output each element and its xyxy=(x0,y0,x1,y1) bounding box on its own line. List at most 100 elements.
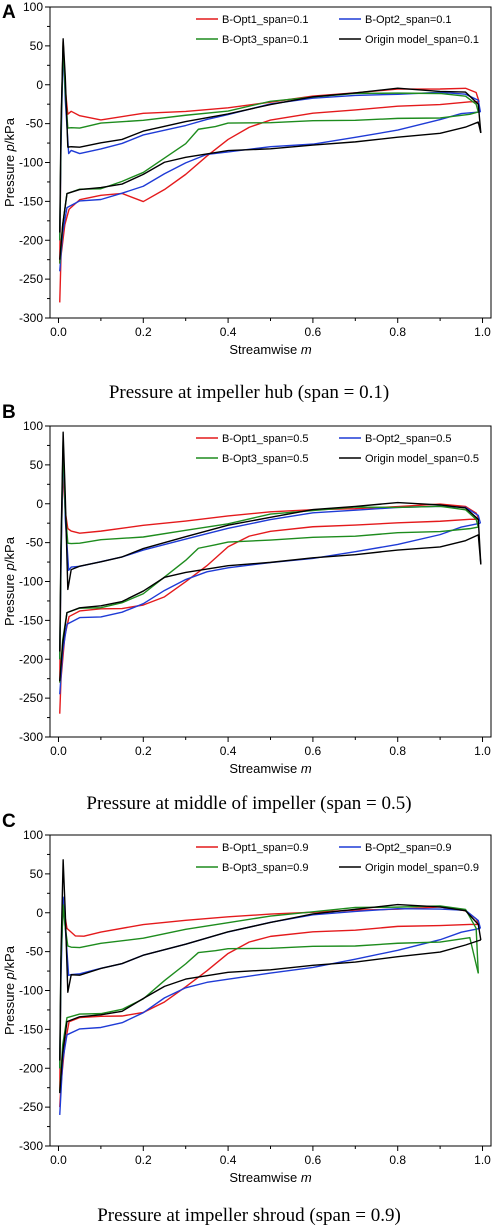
series-line-3-lower xyxy=(59,936,479,1092)
legend-entry: Origin model_span=0.1 xyxy=(365,34,479,46)
x-tick-label: 0.0 xyxy=(50,744,67,758)
panel-label: B xyxy=(2,402,16,423)
legend-entry: B-Opt1_span=0.1 xyxy=(222,14,309,26)
y-tick-label: 100 xyxy=(23,828,43,842)
y-axis-title: Pressure p/kPa xyxy=(2,117,17,207)
x-tick-label: 0.6 xyxy=(305,325,322,339)
x-tick-label: 0.8 xyxy=(389,744,406,758)
y-tick-label: -50 xyxy=(26,536,44,550)
y-tick-label: -250 xyxy=(19,691,43,705)
y-tick-label: -50 xyxy=(26,945,44,959)
x-tick-label: 0.0 xyxy=(50,325,67,339)
y-tick-label: -150 xyxy=(19,1022,43,1036)
panel-caption: Pressure at impeller hub (span = 0.1) xyxy=(109,382,389,403)
chart-panel-c: C 0.0 0.2 0.4 0.6 0.8 1.0 -300 -250 -200 -150 -100 -… xyxy=(2,811,492,1226)
legend-entry: Origin model_span=0.5 xyxy=(365,453,479,465)
legend-entry: B-Opt1_span=0.5 xyxy=(222,433,309,445)
x-axis-title-var: m xyxy=(301,1170,312,1185)
series-line-2-lower xyxy=(59,927,481,1115)
series-line-4-lower xyxy=(59,121,482,260)
x-axis-title-var: m xyxy=(301,761,312,776)
legend-entry: B-Opt2_span=0.9 xyxy=(365,842,452,854)
plot-frame xyxy=(49,6,492,319)
y-tick-label: -100 xyxy=(19,575,43,589)
chart-panel-a: A 0.0 0.2 0.4 0.6 0.8 1.0 -300 -250 -200 -150 -100 -… xyxy=(2,0,492,403)
x-tick-label: 0.8 xyxy=(389,325,406,339)
y-tick-label: 0 xyxy=(36,497,43,511)
series-group xyxy=(59,38,482,303)
series-group xyxy=(59,859,482,1115)
series-line-4-lower xyxy=(59,534,482,682)
y-tick-label: 50 xyxy=(30,867,44,881)
x-tick-label: 0.2 xyxy=(135,744,152,758)
series-line-1-lower xyxy=(59,518,480,714)
series-line-4-upper xyxy=(59,431,482,652)
x-axis-title-var: m xyxy=(301,342,312,357)
y-tick-label: -200 xyxy=(19,1061,43,1075)
series-line-4-upper xyxy=(59,859,482,1061)
legend-entry: B-Opt2_span=0.5 xyxy=(365,433,452,445)
x-tick-label: 1.0 xyxy=(474,744,491,758)
y-tick-label: 50 xyxy=(30,39,44,53)
x-tick-label: 0.2 xyxy=(135,1153,152,1167)
legend-entry: B-Opt3_span=0.9 xyxy=(222,862,309,874)
plot-frame xyxy=(49,425,492,738)
x-axis-title: Streamwise m xyxy=(229,761,312,776)
legend-entry: B-Opt1_span=0.9 xyxy=(222,842,309,854)
x-tick-label: 0.6 xyxy=(305,744,322,758)
legend: B-Opt1_span=0.1 B-Opt2_span=0.1 B-Opt3_spa… xyxy=(196,14,479,46)
x-tick-label: 0.4 xyxy=(220,325,237,339)
x-tick-label: 0.0 xyxy=(50,1153,67,1167)
x-tick-label: 0.4 xyxy=(220,1153,237,1167)
y-axis-title: Pressure p/kPa xyxy=(2,945,17,1035)
x-axis-title-text: Streamwise xyxy=(229,761,301,776)
legend-entry: B-Opt3_span=0.5 xyxy=(222,453,309,465)
series-line-4-upper xyxy=(59,38,482,233)
y-tick-label: 0 xyxy=(36,78,43,92)
plot-frame xyxy=(49,834,492,1147)
panel-caption: Pressure at middle of impeller (span = 0… xyxy=(86,793,411,814)
series-line-1-upper xyxy=(59,40,480,264)
y-axis-title: Pressure p/kPa xyxy=(2,536,17,626)
x-tick-label: 1.0 xyxy=(474,1153,491,1167)
x-tick-label: 0.2 xyxy=(135,325,152,339)
y-axis-title-text: Pressure xyxy=(2,570,17,626)
y-axis-title-unit: /kPa xyxy=(2,117,17,144)
legend: B-Opt1_span=0.9 B-Opt2_span=0.9 B-Opt3_spa… xyxy=(196,842,479,874)
y-tick-label: -200 xyxy=(19,233,43,247)
legend-entry: Origin model_span=0.9 xyxy=(365,862,479,874)
y-axis-title-var: p xyxy=(2,972,17,980)
series-line-1-lower xyxy=(59,101,480,303)
y-tick-label: -250 xyxy=(19,1100,43,1114)
y-tick-label: 50 xyxy=(30,458,44,472)
series-line-1-upper xyxy=(59,904,480,1092)
y-tick-label: -300 xyxy=(19,1139,43,1153)
series-line-2-lower xyxy=(59,522,481,695)
y-tick-label: -100 xyxy=(19,984,43,998)
series-line-3-upper xyxy=(59,904,479,1069)
y-tick-label: -250 xyxy=(19,272,43,286)
x-axis-title-text: Streamwise xyxy=(229,342,301,357)
series-line-3-lower xyxy=(59,526,479,683)
x-tick-label: 0.4 xyxy=(220,744,237,758)
y-axis-title-text: Pressure xyxy=(2,151,17,207)
y-tick-label: 0 xyxy=(36,906,43,920)
y-tick-label: -200 xyxy=(19,652,43,666)
series-line-1-lower xyxy=(59,923,480,1108)
x-tick-label: 0.6 xyxy=(305,1153,322,1167)
y-tick-label: 100 xyxy=(23,419,43,433)
x-tick-label: 0.8 xyxy=(389,1153,406,1167)
series-line-2-upper xyxy=(59,444,482,660)
y-axis-title-var: p xyxy=(2,563,17,571)
panel-label: A xyxy=(2,2,16,23)
series-line-3-upper xyxy=(59,440,479,660)
chart-panel-b: B 0.0 0.2 0.4 0.6 0.8 1.0 -300 -250 -200 -150 -100 -… xyxy=(2,402,492,814)
y-axis-title-unit: /kPa xyxy=(2,945,17,972)
y-tick-label: -300 xyxy=(19,311,43,325)
x-axis-title: Streamwise m xyxy=(229,1170,312,1185)
series-line-4-lower xyxy=(59,939,482,1094)
y-tick-label: -50 xyxy=(26,117,44,131)
y-tick-label: -100 xyxy=(19,156,43,170)
series-line-2-upper xyxy=(59,45,482,241)
